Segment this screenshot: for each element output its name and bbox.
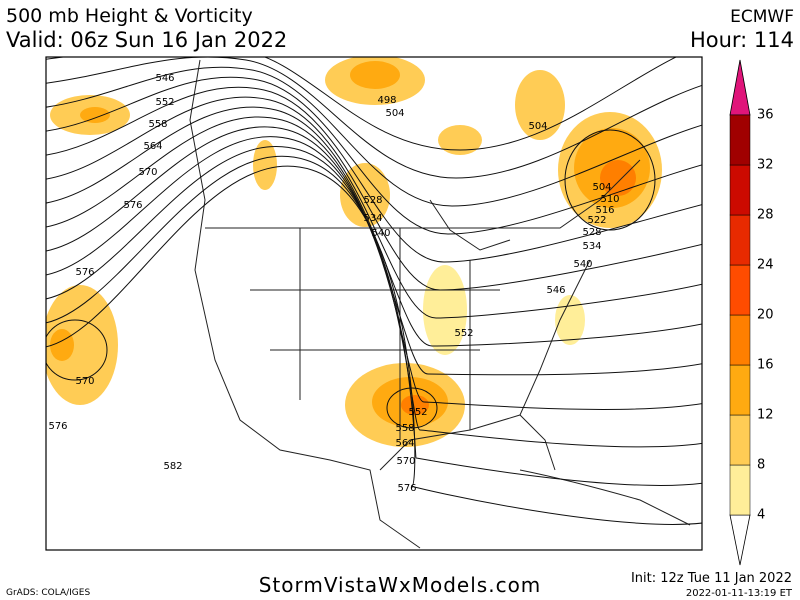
contour-line [46,57,678,151]
colorbar-label: 20 [757,308,774,323]
forecast-hour: Hour: 114 [690,28,794,52]
contour-label: 564 [143,141,162,152]
borders [189,59,691,549]
colorbar-segment [729,364,751,416]
contour-label: 504 [592,182,611,193]
contour-label: 552 [408,407,427,418]
contour-label: 576 [48,421,67,432]
colorbar-segment [729,164,751,216]
contour-label: 504 [385,108,404,119]
contour-line [46,66,702,207]
contour-label: 498 [377,95,396,106]
site: StormVistaWxModels.com [259,573,542,597]
contour-line [46,86,702,263]
colorbar-segment [729,114,751,166]
colorbar-segment [729,264,751,316]
contour-label: 534 [582,241,601,252]
colorbar-segment [729,314,751,366]
contour-label: 558 [148,119,167,130]
contour-line [46,76,702,235]
contour-label: 528 [363,195,382,206]
colorbar-label: 24 [757,258,774,273]
contour-label: 552 [155,97,174,108]
contour-label: 504 [528,121,547,132]
colorbar-label: 16 [757,358,774,373]
contour-line [564,129,656,231]
colorbar-segment [729,214,751,266]
colorbar-label: 4 [757,508,765,523]
contour-label: 576 [75,267,94,278]
contour-label: 576 [123,200,142,211]
model-name: ECMWF [730,7,794,27]
contour-label: 528 [582,227,601,238]
contour-line [46,156,702,486]
credit: GrADS: COLA/IGES [6,588,90,598]
contour-label: 564 [395,438,414,449]
contour-label: 510 [600,194,619,205]
contour-line [46,146,702,448]
contour-label: 540 [573,259,592,270]
colorbar-label: 32 [757,158,774,173]
colorbar-segment [729,464,751,516]
colorbar: 4 8 12 16 20 24 28 32 36 [729,59,774,566]
contour-line [46,319,108,381]
contour-label: 570 [75,376,94,387]
contour-label: 558 [395,423,414,434]
contour-line [46,96,702,291]
colorbar-segment [729,414,751,466]
colorbar-label: 28 [757,208,774,223]
contour-label: 522 [587,215,606,226]
contour-label: 534 [363,213,382,224]
contour-labels: 5465525585645705765765705765824985045045… [48,73,619,494]
map-frame [45,56,703,551]
contour-label: 570 [396,456,415,467]
contour-label: 576 [397,483,416,494]
contour-label: 540 [371,228,390,239]
contour-line [46,165,702,525]
init-time: Init: 12z Tue 11 Jan 2022 [631,571,792,586]
contour-line [46,57,702,179]
contour-line [386,387,438,429]
contour-label: 570 [138,167,157,178]
colorbar-top [729,59,751,116]
contour-label: 552 [454,328,473,339]
title: 500 mb Height & Vorticity [6,5,253,27]
valid-time: Valid: 06z Sun 16 Jan 2022 [6,28,287,52]
colorbar-bottom [729,514,751,566]
colorbar-label: 12 [757,408,774,423]
contour-label: 582 [163,461,182,472]
contour-label: 516 [595,205,614,216]
colorbar-label: 36 [757,108,774,123]
timestamp: 2022-01-11-13:19 ET [686,588,793,599]
colorbar-label: 8 [757,458,765,473]
contour-label: 546 [155,73,174,84]
map [46,57,702,550]
contour-line [46,106,702,319]
contour-label: 546 [546,285,565,296]
height-contours [46,57,702,525]
